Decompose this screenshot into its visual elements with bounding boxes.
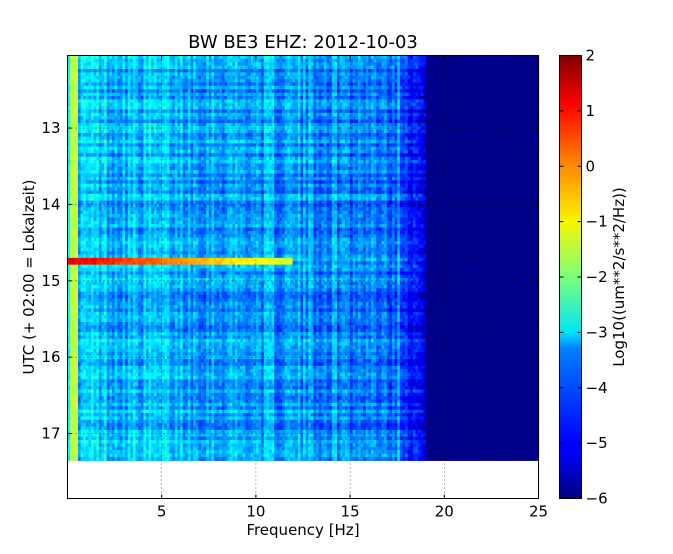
spectrogram-image [68, 56, 540, 461]
chart-title: BW BE3 EHZ: 2012-10-03 [188, 32, 418, 53]
